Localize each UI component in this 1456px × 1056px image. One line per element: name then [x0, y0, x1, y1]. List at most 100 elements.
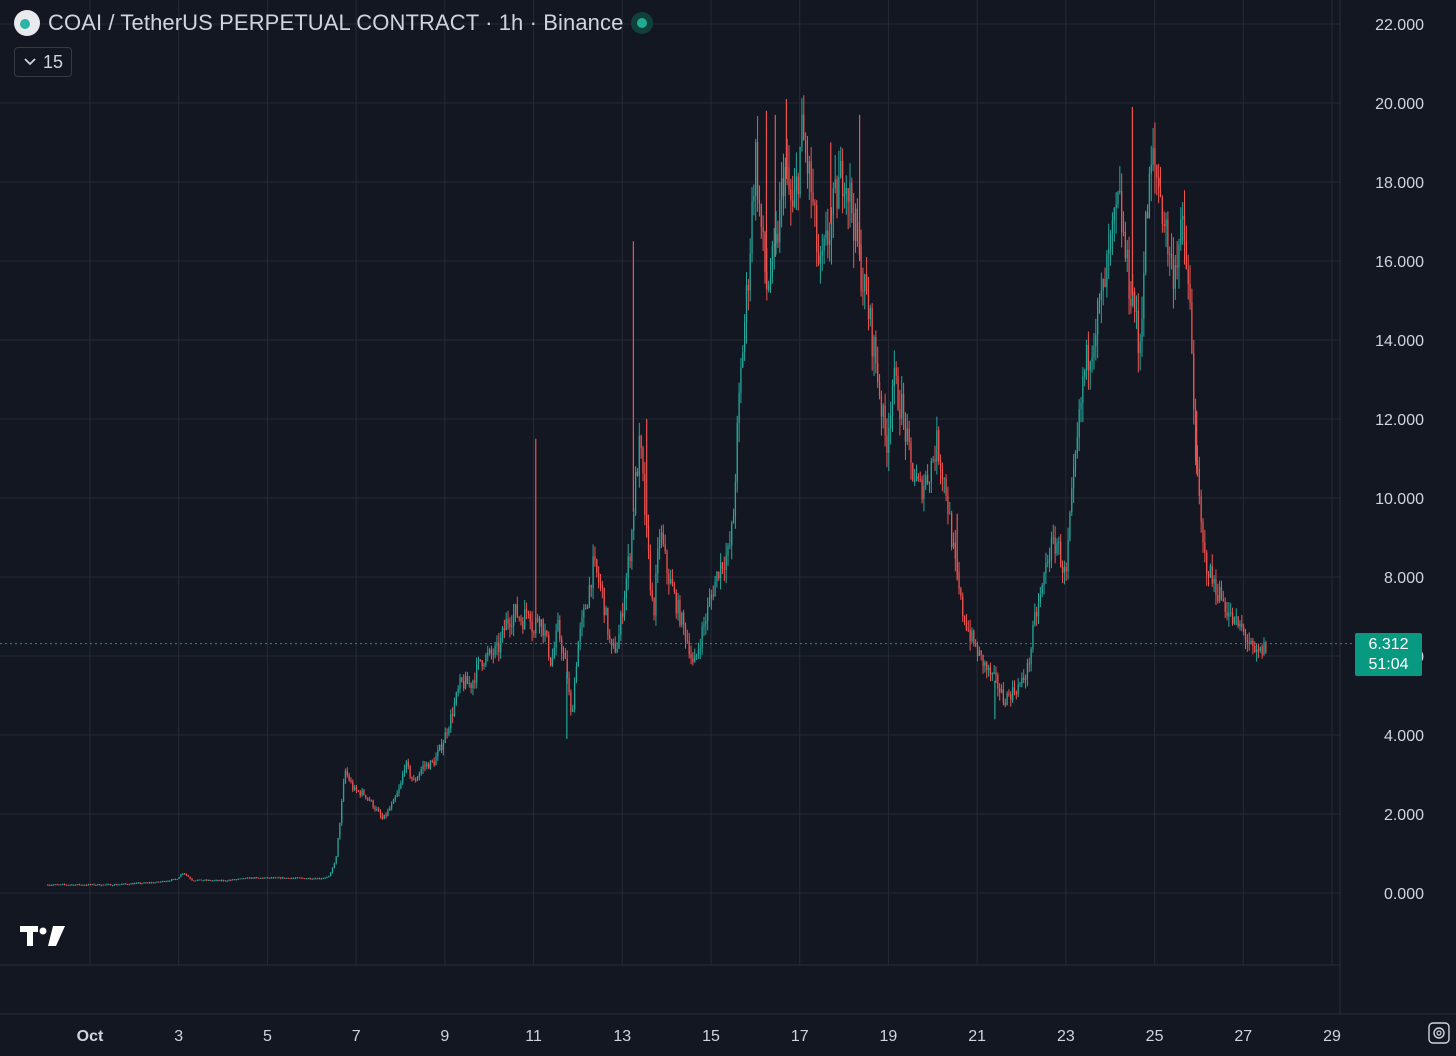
candle-body [1128, 249, 1130, 299]
candle-body [1246, 640, 1248, 642]
candle-body [1008, 693, 1010, 695]
candle-body [248, 877, 250, 879]
candle-body [302, 877, 304, 879]
candle-body [1191, 302, 1193, 354]
candle-body [718, 571, 720, 579]
candle-body [204, 879, 206, 881]
candle-body [520, 618, 522, 622]
candle-body [461, 677, 463, 682]
candle-body [975, 644, 977, 646]
candle-body [1231, 612, 1234, 624]
candle-body [840, 161, 842, 178]
candle-body [734, 482, 737, 517]
candle-body [1159, 188, 1162, 198]
candle-body [1047, 562, 1049, 564]
candle-body [845, 188, 847, 195]
candle-body [1037, 602, 1040, 617]
candle-body [1135, 310, 1138, 312]
candle-body [274, 877, 276, 879]
candle-body [305, 878, 308, 880]
candle-body [122, 883, 125, 885]
candle-body [854, 208, 857, 241]
candle-body [679, 599, 681, 625]
candle-body [141, 883, 143, 885]
candle-body [383, 814, 385, 819]
candle-body [1000, 689, 1003, 693]
settings-icon[interactable] [1428, 1022, 1450, 1044]
time-tick-label: 15 [702, 1028, 720, 1045]
candle-body [322, 878, 324, 880]
candle-body [407, 761, 409, 767]
candle-body [98, 884, 101, 886]
candle-body [1194, 409, 1197, 461]
candle-body [753, 196, 755, 201]
candle-body [801, 114, 803, 147]
coin-icon [14, 10, 40, 36]
symbol-legend[interactable]: COAI / TetherUS PERPETUAL CONTRACT · 1h … [14, 10, 654, 36]
candle-body [725, 555, 727, 570]
candle-body [1243, 627, 1245, 632]
price-axis[interactable]: 0.0002.0004.0006.0008.00010.00012.00014.… [1375, 17, 1424, 903]
candle-body [760, 203, 762, 228]
indicators-collapse-button[interactable]: 15 [14, 47, 73, 77]
candle-body [712, 594, 714, 597]
candle-body [213, 880, 215, 882]
candle-body [442, 743, 445, 751]
candle-body [233, 879, 236, 881]
candle-body [498, 642, 500, 653]
candle-body [403, 769, 406, 774]
candle-body [647, 525, 650, 551]
market-open-dot-icon[interactable] [631, 12, 654, 34]
candle-body [1121, 190, 1123, 232]
candle-body [1217, 595, 1219, 602]
candle-body [1178, 243, 1180, 268]
price-tick-label: 8.000 [1384, 570, 1424, 587]
candle-body [941, 469, 944, 480]
price-tick-label: 20.000 [1375, 96, 1424, 113]
candle-body [651, 590, 653, 599]
candle-body [58, 884, 60, 886]
candle-body [415, 780, 417, 782]
candle-body [366, 797, 369, 799]
candle-body [178, 877, 180, 880]
tradingview-logo-icon[interactable] [20, 922, 66, 950]
candle-body [49, 885, 51, 887]
candle-body [989, 667, 992, 675]
symbol-title[interactable]: COAI / TetherUS PERPETUAL CONTRACT · 1h … [48, 10, 624, 35]
candle-body [300, 877, 302, 879]
candle-body [1041, 585, 1043, 595]
candle-body [263, 877, 265, 879]
candle-body [1095, 334, 1097, 347]
candle-body [1109, 233, 1112, 249]
candle-body [1071, 488, 1073, 513]
time-tick-label: 5 [263, 1028, 272, 1045]
candle-body [315, 878, 317, 880]
candle-body [812, 192, 814, 202]
candle-body [352, 782, 354, 790]
candle-body [280, 877, 282, 879]
candle-body [56, 884, 58, 886]
candle-body [1198, 468, 1200, 496]
candle-body [1104, 279, 1106, 288]
candle-body [1154, 148, 1156, 166]
candle-body [1235, 616, 1237, 618]
time-axis[interactable]: Oct 3 5 7 9 11 13 15 17 19 21 23 25 27 29 [77, 1028, 1341, 1045]
price-tick-label: 14.000 [1375, 333, 1424, 350]
candle-body [418, 773, 420, 778]
candle-body [448, 728, 450, 734]
candle-body [159, 881, 162, 883]
candle-body [1146, 212, 1149, 219]
candle-body [437, 750, 439, 757]
last-price-label: 6.312 51:04 [1355, 633, 1422, 676]
candle-body [549, 657, 552, 666]
candle-body [742, 352, 744, 368]
candle-body [886, 435, 888, 453]
candle-body [477, 659, 480, 664]
candle-body [420, 769, 422, 774]
candle-body [928, 482, 931, 484]
candle-body [943, 478, 945, 480]
candle-body [1187, 269, 1189, 285]
grid-lines [0, 0, 1340, 965]
candle-body [500, 637, 502, 653]
